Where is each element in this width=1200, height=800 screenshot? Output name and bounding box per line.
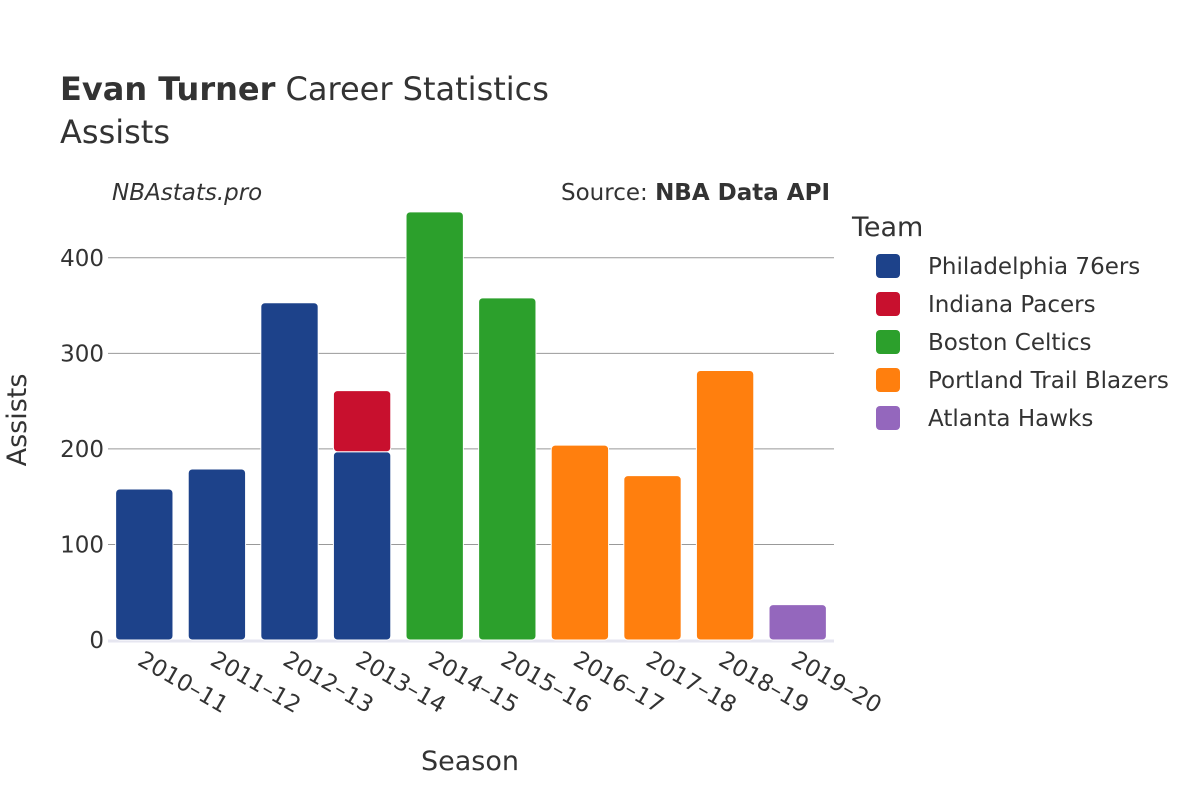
credit-source-prefix: Source: bbox=[561, 180, 655, 206]
y-tick-label: 300 bbox=[60, 341, 104, 367]
legend-label: Portland Trail Blazers bbox=[928, 368, 1169, 394]
legend-label: Indiana Pacers bbox=[928, 292, 1096, 318]
legend-swatch bbox=[876, 254, 900, 278]
chart-title: Evan Turner Career Statistics bbox=[60, 70, 549, 108]
bar-segment bbox=[115, 488, 174, 641]
bar-segment bbox=[332, 390, 392, 453]
legend-title: Team bbox=[851, 212, 923, 243]
bars bbox=[115, 211, 827, 641]
legend-label: Boston Celtics bbox=[928, 330, 1091, 356]
credit-site: NBAstats.pro bbox=[112, 180, 262, 206]
y-axis-title: Assists bbox=[2, 374, 33, 467]
bar-segment bbox=[623, 475, 682, 641]
bar-segment bbox=[332, 451, 392, 641]
legend: Philadelphia 76ers Indiana Pacers Boston C… bbox=[876, 254, 1169, 432]
bar-segment bbox=[768, 604, 827, 641]
legend-label: Philadelphia 76ers bbox=[928, 254, 1140, 280]
bar-segment bbox=[260, 302, 319, 641]
title-player-name: Evan Turner bbox=[60, 70, 276, 108]
bar-segment bbox=[478, 297, 537, 641]
x-axis-ticks: 2010–112011–122012–132013–142014–152015–… bbox=[133, 647, 885, 719]
legend-swatch bbox=[876, 330, 900, 354]
credit-source-name: NBA Data API bbox=[655, 180, 830, 206]
bar-segment bbox=[187, 468, 247, 641]
x-axis-title: Season bbox=[421, 746, 519, 777]
legend-swatch bbox=[876, 406, 900, 430]
y-tick-label: 100 bbox=[60, 532, 104, 558]
title-rest: Career Statistics bbox=[275, 70, 549, 108]
chart-subtitle: Assists bbox=[60, 113, 170, 151]
y-tick-label: 400 bbox=[60, 246, 104, 272]
y-axis-ticks: 0 100 200 300 400 bbox=[60, 246, 104, 654]
bar-segment bbox=[405, 211, 464, 641]
legend-swatch bbox=[876, 292, 900, 316]
bar-segment bbox=[695, 370, 755, 641]
y-tick-label: 200 bbox=[60, 437, 104, 463]
y-tick-label: 0 bbox=[89, 628, 104, 654]
credit-source: Source: NBA Data API bbox=[561, 180, 830, 206]
legend-label: Atlanta Hawks bbox=[928, 406, 1093, 432]
bar-segment bbox=[550, 444, 610, 641]
legend-swatch bbox=[876, 368, 900, 392]
